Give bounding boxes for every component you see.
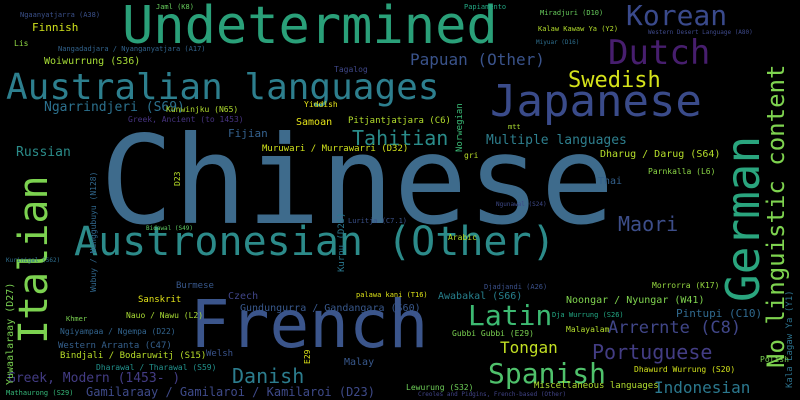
word-awabakal: Awabakal (S66) [438,291,523,302]
word-d23: D23 [173,171,182,186]
word-german: German [716,135,770,302]
word-thai: Thai [598,176,623,187]
word-parnkalla: Parnkalla (L6) [648,167,716,176]
word-dhawurd-wurrung: Dhawurd Wurrung (S20) [634,365,736,374]
word-palawa-kani: palawa kani (T16) [356,291,428,299]
word-polish: Polish [760,355,789,364]
word-lis: Lis [14,39,29,48]
word-nangadadjara: Nangadadjara / Nyanganyatjara (A17) [58,45,206,53]
word-greek-ancient: Greek, Ancient (to 1453) [128,115,244,124]
word-ngaanyatjarra: Ngaanyatjarra (A38) [20,11,101,19]
word-dharug: Dharug / Darug (S64) [600,149,721,160]
word-jaml: Jaml (K8) [156,3,194,11]
word-bidawal: Bidawal (S49) [146,225,193,232]
word-pintupi: Pintupi (C10) [676,307,763,320]
word-malay: Malay [344,357,375,368]
word-papiamento: Papiamento [464,3,507,11]
word-gri: gri [464,151,479,160]
word-kala-lagaw-ya: Kala Lagaw Ya (Y1) [785,290,795,388]
word-morrorra: Morrorra (K17) [652,281,720,290]
word-undetermined: Undetermined [122,0,498,56]
word-welsh: Welsh [206,349,234,359]
word-djadjandi: Djadjandi (A26) [484,283,548,291]
word-norwegian: Norwegian [455,103,465,152]
word-miradjuri: Miradjuri (D10) [540,9,604,17]
word-dharawal: Dharawal / Tharawal (S59) [96,363,217,372]
word-ngarrindjeri: Ngarrindjeri (S69) [44,100,185,115]
word-japanese: Japanese [490,76,702,127]
word-tahitian: Tahitian [352,126,449,150]
word-luritja: Luritja (C7.1) [348,217,408,225]
word-bindjali: Bindjali / Bodaruwitj (S15) [60,351,207,361]
word-creoles-pidgins: Creoles and Pidgins, French-based (Other… [418,391,567,398]
word-multiple-languages: Multiple languages [486,133,627,148]
word-papuan-other: Papuan (Other) [410,50,545,69]
word-finnish: Finnish [32,21,79,34]
word-mathaurong: Mathaurong (S29) [6,389,74,397]
word-chinese: Chinese [100,110,615,252]
word-latin: Latin [468,299,553,332]
word-danish: Danish [232,364,305,388]
word-gamilaraay: Gamilaraay / Gamilaroi / Kamilaroi (D23) [86,385,375,399]
word-samoan: Samoan [296,117,333,128]
word-kunwinjku: Kunwinjku (N65) [166,105,239,114]
word-french: French [190,286,429,363]
word-khmer: Khmer [66,315,88,323]
word-indonesian: Indonesian [654,378,751,397]
word-austronesian-other: Austronesian (Other) [74,219,556,265]
word-muruwari: Muruwari / Murrawarri (D32) [262,144,409,154]
word-western-desert: Western Desert Language (A80) [648,29,753,36]
word-e29: E29 [303,349,312,364]
word-lewurung: Lewurung (S32) [406,383,474,392]
word-australian-languages: Australian languages [6,67,440,108]
word-nauo: Nauo / Nawu (L2) [126,311,204,320]
word-yiddish: Yiddish [304,100,338,109]
word-korean: Korean [626,0,728,32]
word-arabic: Arabic [448,233,477,242]
word-gundungurra: Gundungurra / Gandangara (S60) [240,303,421,314]
word-western-arranta: Western Arranta (C47) [58,341,172,351]
word-dutch: Dutch [608,33,711,73]
word-russian: Russian [16,145,71,160]
word-kurinigal: Kurinigal (S62) [6,257,61,264]
word-miscellaneous-languages: Miscellaneous languages [534,381,659,391]
word-burmese: Burmese [176,281,214,291]
word-mtt: mtt [508,123,521,131]
word-spanish: Spanish [488,357,607,390]
word-sanskrit: Sanskrit [138,295,182,305]
word-noongar: Noongar / Nyungar (W41) [566,295,705,306]
word-dja-wurrung: Dja Wurrung (S26) [552,311,624,319]
word-maori: Maori [618,212,679,236]
word-greek-modern: Greek, Modern (1453- ) [8,371,181,386]
word-wubuy: Wubuy / Nunggubuyu (N128) [89,171,98,292]
word-swedish: Swedish [568,68,661,93]
word-tongan: Tongan [500,338,558,357]
word-woiwurrung: Woiwurrung (S36) [44,56,141,67]
word-tagalog: Tagalog [334,65,368,74]
word-miyuar: Miyuar (D16) [536,39,580,46]
word-portuguese: Portuguese [592,340,713,364]
word-pitjantjatjara: Pitjantjatjara (C6) [348,116,451,126]
word-ngiyampaa: Ngiyampaa / Ngempa (D22) [60,327,176,336]
word-kurnu: Kurnu (D25) [337,212,347,272]
word-gubbi-gubbi: Gubbi Gubbi (E29) [452,329,534,338]
word-fijian: Fijian [228,127,268,140]
word-czech: Czech [228,291,259,302]
word-ngunawal: Ngunawal (S24) [496,201,547,208]
word-kalaw-kawaw-ya: Kalaw Kawaw Ya (Y2) [538,25,619,33]
word-yuwaalaraay: Yuwaalaraay (D27) [5,282,16,385]
word-malayalam: Malayalam [566,325,610,334]
word-arrernte-c8: Arrernte (C8) [608,318,742,338]
